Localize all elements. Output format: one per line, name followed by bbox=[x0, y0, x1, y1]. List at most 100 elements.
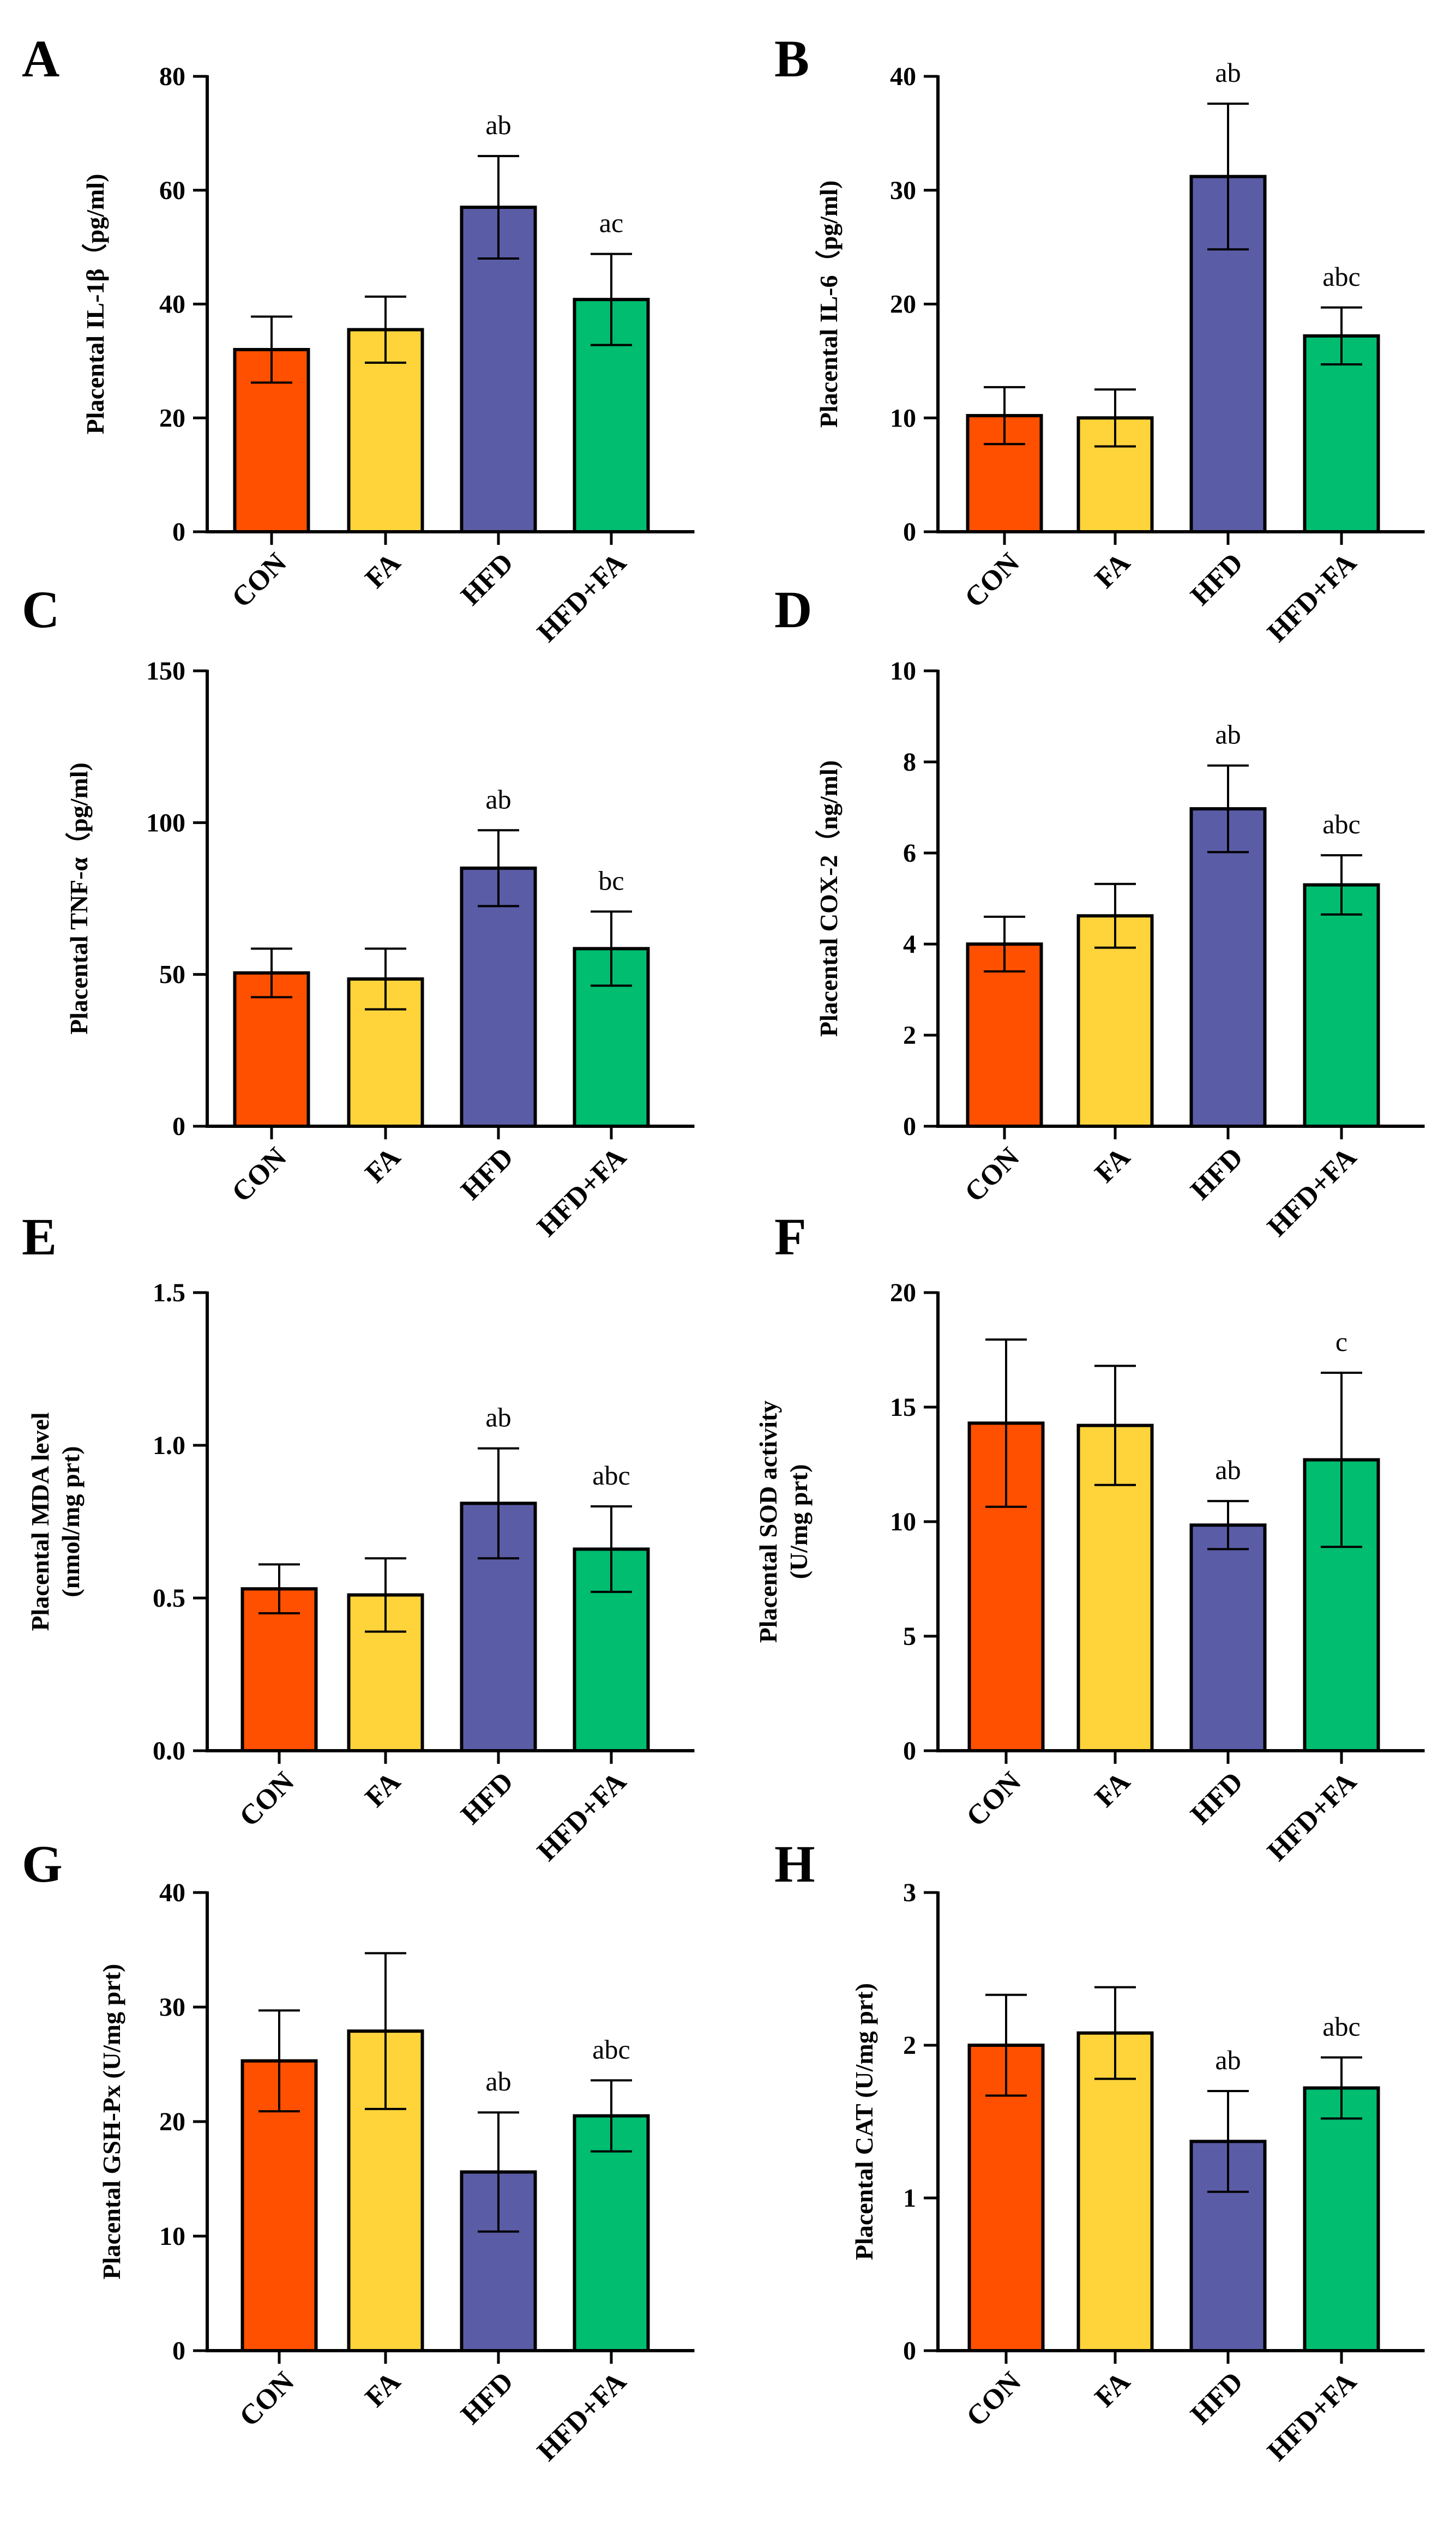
y-tick-label: 0.0 bbox=[153, 1737, 185, 1765]
y-tick-label: 2 bbox=[903, 1021, 916, 1050]
y-axis-title: Placental SOD activity bbox=[754, 1401, 782, 1643]
chart-panel-B: B Placental IL-6（pg/ml) 0 10 20 30 40 CON FA ab HF… bbox=[774, 29, 1425, 648]
y-tick-label: 0 bbox=[903, 1737, 916, 1765]
category-label: CON bbox=[226, 1142, 292, 1208]
category-label: HFD+FA bbox=[1261, 2366, 1362, 2467]
y-tick-label: 40 bbox=[159, 1878, 185, 1907]
category-label: HFD bbox=[1185, 2366, 1249, 2430]
chart-panel-G: G Placental GSH-Px (U/mg prt) 0 10 20 30 40 CON… bbox=[22, 1835, 695, 2467]
significance-label: abc bbox=[1322, 809, 1360, 839]
y-axis-title: Placental IL-1β（pg/ml) bbox=[81, 174, 109, 435]
y-axis-title: (nmol/mg prt) bbox=[57, 1446, 85, 1597]
panel-letter: B bbox=[774, 29, 809, 88]
bar-hfd bbox=[460, 866, 537, 1128]
chart-panel-C: C Placental TNF-α（pg/ml) 0 50 100 150 CON FA ab H… bbox=[22, 580, 695, 1242]
y-tick-label: 4 bbox=[903, 930, 916, 959]
category-label: HFD bbox=[1185, 1766, 1249, 1830]
chart-panel-D: D Placental COX-2（ng/ml) 0 2 4 6 8 10 CON FA ab HFD… bbox=[774, 580, 1425, 1242]
y-tick-label: 1 bbox=[903, 2184, 916, 2213]
category-label: HFD bbox=[455, 547, 520, 611]
y-tick-label: 40 bbox=[890, 62, 916, 91]
panel-letter: E bbox=[22, 1208, 57, 1266]
panel-letter: A bbox=[22, 29, 59, 88]
category-label: HFD bbox=[455, 1142, 520, 1206]
significance-label: bc bbox=[598, 865, 624, 896]
y-tick-label: 100 bbox=[146, 808, 185, 837]
y-tick-label: 20 bbox=[890, 290, 916, 319]
bar-hfd bbox=[460, 206, 537, 533]
significance-label: ab bbox=[1215, 1455, 1241, 1485]
chart-panel-E: E Placental MDA level (nmol/mg prt) 0.0 0.5 1… bbox=[22, 1208, 695, 1867]
category-label: HFD+FA bbox=[531, 2366, 632, 2467]
category-label: HFD+FA bbox=[531, 547, 632, 648]
y-tick-label: 20 bbox=[159, 2107, 185, 2136]
y-tick-label: 0 bbox=[172, 2336, 185, 2365]
category-label: HFD+FA bbox=[1261, 1766, 1362, 1867]
significance-label: abc bbox=[592, 1460, 630, 1491]
y-axis-title: Placental GSH-Px (U/mg prt) bbox=[98, 1964, 125, 2280]
category-label: FA bbox=[359, 1766, 407, 1813]
significance-label: ab bbox=[1215, 2045, 1241, 2075]
y-axis-title: Placental TNF-α（pg/ml) bbox=[65, 762, 93, 1035]
category-label: HFD+FA bbox=[1261, 1142, 1362, 1242]
y-axis-title: Placental COX-2（ng/ml) bbox=[815, 760, 843, 1037]
y-tick-label: 20 bbox=[890, 1278, 916, 1307]
significance-label: ab bbox=[485, 1402, 511, 1433]
category-label: CON bbox=[233, 1766, 300, 1833]
y-tick-label: 80 bbox=[159, 62, 185, 91]
category-label: FA bbox=[1089, 2366, 1136, 2413]
significance-label: ab bbox=[1215, 57, 1241, 88]
y-tick-label: 150 bbox=[146, 657, 185, 686]
category-label: FA bbox=[1089, 1766, 1136, 1813]
panel-letter: G bbox=[22, 1835, 63, 1893]
bar-hfd-plus-fa bbox=[1303, 2086, 1380, 2352]
chart-panel-H: H Placental CAT (U/mg prt) 0 1 2 3 CON FA ab HFD a… bbox=[774, 1835, 1425, 2467]
significance-label: c bbox=[1335, 1326, 1347, 1357]
category-label: HFD+FA bbox=[1261, 547, 1362, 648]
y-tick-label: 0 bbox=[903, 2336, 916, 2365]
bar-hfd bbox=[1189, 807, 1267, 1128]
significance-label: ac bbox=[599, 208, 623, 238]
category-label: CON bbox=[233, 2366, 300, 2432]
y-tick-label: 50 bbox=[159, 960, 185, 989]
bar-hfd-plus-fa bbox=[573, 2114, 650, 2352]
significance-label: ab bbox=[485, 110, 511, 140]
y-tick-label: 40 bbox=[159, 290, 185, 319]
category-label: FA bbox=[359, 547, 407, 594]
significance-label: abc bbox=[1322, 2011, 1360, 2041]
y-tick-label: 10 bbox=[159, 2222, 185, 2251]
y-tick-label: 0 bbox=[903, 1112, 916, 1141]
y-tick-label: 8 bbox=[903, 748, 916, 777]
significance-label: ab bbox=[1215, 719, 1241, 750]
y-tick-label: 2 bbox=[903, 2031, 916, 2060]
y-tick-label: 0 bbox=[172, 1112, 185, 1141]
chart-panel-F: F Placental SOD activity (U/mg prt) 0 5 10 15 2… bbox=[754, 1208, 1425, 1867]
panel-letter: D bbox=[774, 580, 812, 639]
y-tick-label: 10 bbox=[890, 1507, 916, 1536]
panel-letter: C bbox=[22, 580, 59, 639]
bar-fa bbox=[1076, 2031, 1154, 2353]
y-axis-title: (U/mg prt) bbox=[785, 1464, 813, 1579]
y-tick-label: 10 bbox=[890, 657, 916, 686]
y-tick-label: 10 bbox=[890, 404, 916, 432]
y-tick-label: 0.5 bbox=[153, 1584, 185, 1613]
y-tick-label: 20 bbox=[159, 404, 185, 432]
chart-panel-A: A Placental IL-1β（pg/ml) 0 20 40 60 80 CON FA ab H… bbox=[22, 29, 695, 648]
significance-label: abc bbox=[592, 2034, 630, 2064]
category-label: CON bbox=[226, 547, 292, 614]
bar-hfd-plus-fa bbox=[1303, 883, 1380, 1128]
y-tick-label: 1.0 bbox=[153, 1431, 185, 1460]
y-tick-label: 5 bbox=[903, 1622, 916, 1651]
y-tick-label: 0 bbox=[172, 518, 185, 546]
category-label: HFD bbox=[1185, 1142, 1249, 1206]
y-tick-label: 30 bbox=[159, 1993, 185, 2022]
y-axis-title: Placental MDA level bbox=[26, 1412, 54, 1631]
category-label: CON bbox=[960, 2366, 1027, 2432]
category-label: FA bbox=[359, 2366, 407, 2413]
category-label: FA bbox=[359, 1142, 407, 1189]
y-tick-label: 3 bbox=[903, 1878, 916, 1907]
panel-letter: F bbox=[774, 1208, 807, 1266]
bar-hfd bbox=[1189, 1523, 1267, 1753]
significance-label: ab bbox=[485, 2066, 511, 2097]
